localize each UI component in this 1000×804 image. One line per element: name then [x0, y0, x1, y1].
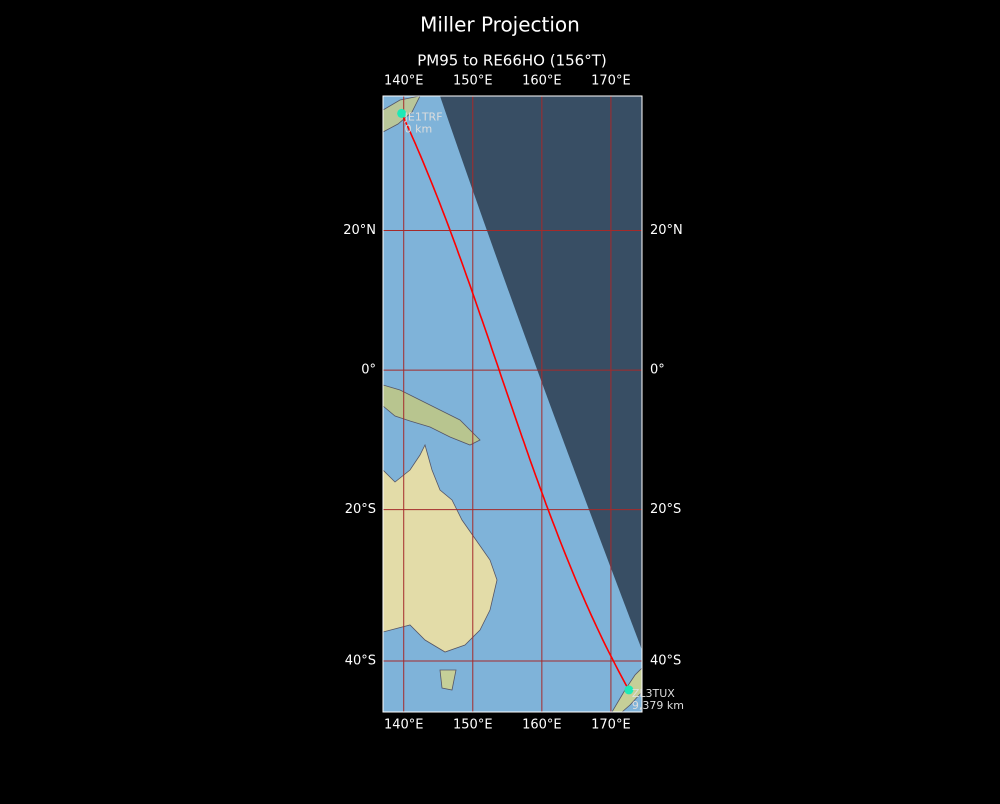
great-circle-path	[400, 113, 630, 691]
title: Miller Projection	[420, 13, 580, 37]
lat-tick-label: 40°S	[345, 654, 376, 669]
lon-tick-label: 160°E	[522, 718, 562, 733]
land	[383, 384, 481, 446]
station-name: JE1TRF	[404, 110, 443, 123]
labels: 140°E 140°E 150°E 150°E 160°E 160°E 170°E 170°E…	[343, 74, 684, 733]
lat-tick-label: 20°S	[345, 502, 376, 517]
station-name: ZL3TUX	[632, 687, 675, 700]
lon-tick-label: 140°E	[384, 718, 424, 733]
station-distance: 0 km	[405, 122, 433, 135]
station-marker	[397, 108, 407, 118]
map-area	[383, 96, 642, 712]
route	[397, 108, 634, 695]
lon-tick-label: 150°E	[453, 74, 493, 89]
lon-tick-label: 140°E	[384, 74, 424, 89]
lat-tick-label: 20°N	[650, 223, 683, 238]
lon-tick-label: 150°E	[453, 718, 493, 733]
lat-tick-label: 40°S	[650, 654, 681, 669]
lon-tick-label: 160°E	[522, 74, 562, 89]
land	[383, 443, 498, 653]
lat-tick-label: 20°N	[343, 223, 376, 238]
land	[439, 669, 457, 691]
lat-tick-label: 0°	[361, 363, 376, 378]
lon-tick-label: 170°E	[591, 718, 631, 733]
station-marker	[624, 685, 634, 695]
night-shade	[440, 96, 642, 650]
grid	[383, 96, 642, 712]
lon-tick-label: 170°E	[591, 74, 631, 89]
station-distance: 9,379 km	[632, 699, 684, 712]
map-frame	[382, 95, 643, 713]
subtitle: PM95 to RE66HO (156°T)	[417, 52, 607, 70]
lat-tick-label: 20°S	[650, 502, 681, 517]
lat-tick-label: 0°	[650, 363, 665, 378]
